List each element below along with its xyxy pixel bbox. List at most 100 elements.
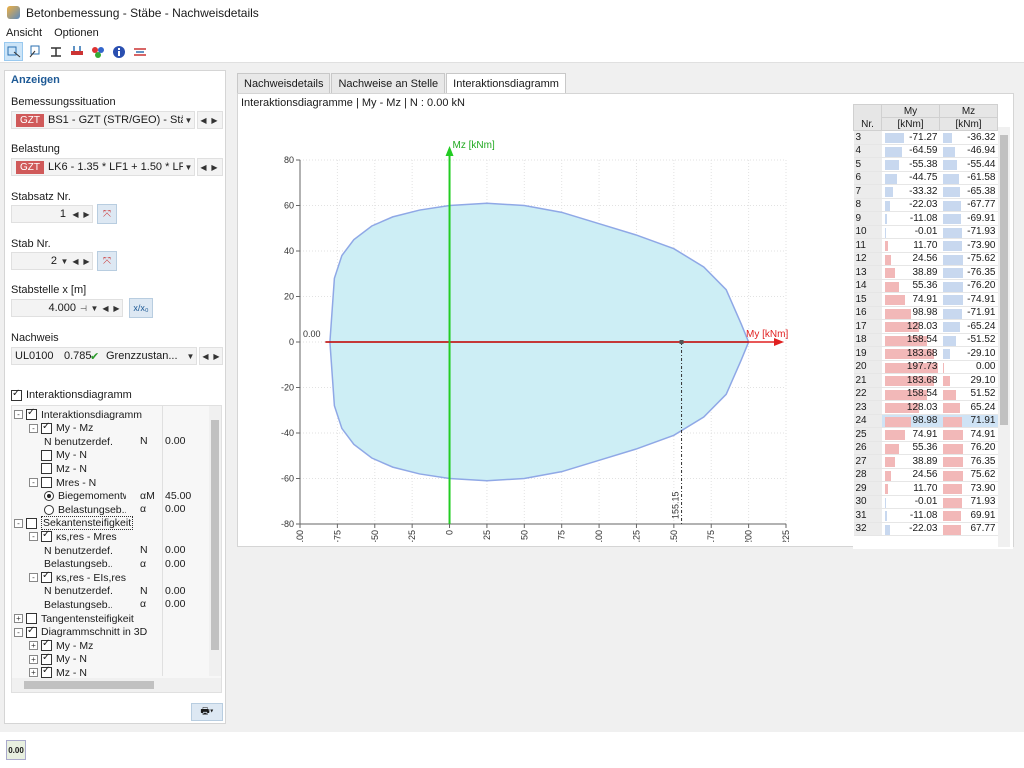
pick-member-icon[interactable]: ⤧ [97, 204, 117, 224]
tree-row[interactable]: - Interaktionsdiagramm [14, 407, 142, 421]
tree-checkbox[interactable] [41, 529, 52, 543]
tree-row[interactable]: + Tangentensteifigkeit [14, 612, 134, 625]
collapse-icon[interactable]: - [14, 627, 23, 637]
tree-checkbox[interactable] [41, 421, 52, 434]
table-row[interactable]: 12 24.56 -75.62 [853, 252, 998, 266]
info-icon[interactable] [109, 42, 128, 61]
next-icon[interactable]: ▶ [211, 115, 218, 125]
table-row[interactable]: 9 -11.08 -69.91 [853, 211, 998, 226]
tab-nachweisdetails[interactable]: Nachweisdetails [237, 73, 331, 93]
prev-icon[interactable]: ◀ [202, 351, 209, 361]
tree-row[interactable]: - κs,res - Mres [29, 529, 117, 543]
tree-checkbox[interactable] [26, 625, 37, 638]
bemessung-dropdown[interactable]: GZT BS1 - GZT (STR/GEO) - Ständig... ▼ [11, 111, 195, 129]
tab-interaktionsdiagramm[interactable]: Interaktionsdiagramm [446, 73, 566, 93]
menu-optionen[interactable]: Optionen [54, 27, 99, 39]
table-row[interactable]: 10 -0.01 -71.93 [853, 225, 998, 239]
nachweis-dropdown[interactable]: UL0100 0.785 ✔ Grenzzustan... ▼ [11, 347, 197, 365]
prev-icon[interactable]: ◀ [102, 303, 109, 313]
expand-icon[interactable]: + [29, 654, 38, 664]
tree-value[interactable]: 0.00 [165, 584, 186, 597]
collapse-icon[interactable]: - [14, 410, 23, 419]
tree-row[interactable]: N benutzerdef... [44, 544, 112, 557]
chevron-down-icon[interactable]: ▼ [186, 351, 195, 361]
table-row[interactable]: 26 55.36 76.20 [853, 441, 998, 455]
tree-value[interactable]: 0.00 [165, 503, 186, 516]
table-row[interactable]: 20 197.73 0.00 [853, 360, 998, 374]
table-row[interactable]: 22 158.54 51.52 [853, 387, 998, 401]
tree-row[interactable]: + My - N [29, 652, 87, 666]
load-icon[interactable] [67, 42, 86, 61]
prev-icon[interactable]: ◀ [200, 162, 207, 172]
menu-ansicht[interactable]: Ansicht [6, 27, 43, 39]
table-row[interactable]: 29 11.70 73.90 [853, 481, 998, 496]
tree-row[interactable]: + Mz - N [29, 665, 87, 679]
tree-checkbox[interactable] [26, 517, 37, 529]
colors-icon[interactable] [88, 42, 107, 61]
chevron-down-icon[interactable]: ▼ [90, 303, 99, 313]
next-icon[interactable]: ▶ [83, 209, 90, 219]
tree-row[interactable]: N benutzerdef... [44, 585, 112, 598]
interaction-chart[interactable]: -100 -75 -50 -25 0 25 50 75 100 125 150 175 200 225-8… [238, 112, 853, 542]
tree-checkbox[interactable] [26, 407, 37, 420]
location-icon[interactable]: ⊣ [80, 303, 87, 313]
tree-checkbox[interactable] [41, 665, 52, 679]
diagram-settings-icon[interactable] [130, 42, 149, 61]
table-row[interactable]: 19 183.68 -29.10 [853, 346, 998, 361]
relative-x-button[interactable]: x/x₀ [129, 298, 153, 318]
table-row[interactable]: 18 158.54 -51.52 [853, 333, 998, 347]
tab-nachweise-an-stelle[interactable]: Nachweise an Stelle [331, 73, 446, 93]
table-row[interactable]: 13 38.89 -76.35 [853, 265, 998, 280]
tree-row[interactable]: Belastungseb... [44, 558, 112, 571]
table-row[interactable]: 32 -22.03 67.77 [853, 522, 998, 536]
table-row[interactable]: 3 -71.27 -36.32 [853, 130, 998, 145]
table-row[interactable]: 24 98.98 71.91 [853, 414, 998, 428]
expand-icon[interactable]: + [14, 614, 23, 623]
tree-checkbox[interactable] [41, 652, 52, 665]
belastung-dropdown[interactable]: GZT LK6 - 1.35 * LF1 + 1.50 * LF3 ▼ [11, 158, 195, 176]
table-row[interactable]: 11 11.70 -73.90 [853, 238, 998, 253]
tree-row[interactable]: Belastungseb... [44, 503, 126, 516]
tree-checkbox[interactable] [41, 570, 52, 584]
next-icon[interactable]: ▶ [213, 351, 220, 361]
tree-checkbox[interactable] [41, 463, 52, 475]
print-icon[interactable]: 🖶▾ [191, 703, 223, 721]
collapse-icon[interactable]: - [29, 478, 38, 487]
tree-row[interactable]: My - N [29, 449, 87, 462]
collapse-icon[interactable]: - [29, 532, 38, 542]
chevron-down-icon[interactable]: ▼ [184, 115, 193, 125]
collapse-icon[interactable]: - [29, 423, 38, 433]
table-row[interactable]: 23 128.03 65.24 [853, 400, 998, 415]
next-icon[interactable]: ▶ [211, 162, 218, 172]
interaktion-toggle[interactable]: Interaktionsdiagramm [11, 388, 132, 401]
tree-checkbox[interactable] [26, 613, 37, 624]
tree-row[interactable]: N benutzerdef... [44, 435, 112, 448]
tree-value[interactable]: 0.00 [165, 544, 186, 556]
chevron-down-icon[interactable]: ▼ [60, 256, 69, 266]
tree-row[interactable]: + My - Mz [29, 638, 93, 652]
tree-radio[interactable] [44, 504, 54, 515]
table-row[interactable]: 27 38.89 76.35 [853, 454, 998, 469]
stab-spinner[interactable]: 2 ▼ ◀ ▶ [11, 252, 93, 270]
collapse-icon[interactable]: - [29, 573, 38, 583]
table-row[interactable]: 17 128.03 -65.24 [853, 319, 998, 334]
table-row[interactable]: 5 -55.38 -55.44 [853, 157, 998, 172]
tree-checkbox[interactable] [41, 477, 52, 488]
chevron-down-icon[interactable]: ▼ [184, 162, 193, 172]
tree-row[interactable]: - My - Mz [29, 421, 93, 435]
tree-row[interactable]: Mz - N [29, 462, 87, 475]
tree-value[interactable]: 45.00 [165, 489, 192, 502]
tree-checkbox[interactable] [41, 449, 52, 461]
expand-icon[interactable]: + [29, 668, 38, 678]
table-row[interactable]: 15 74.91 -74.91 [853, 292, 998, 307]
section-icon[interactable] [46, 42, 65, 61]
table-row[interactable]: 31 -11.08 69.91 [853, 508, 998, 523]
table-row[interactable]: 28 24.56 75.62 [853, 468, 998, 482]
tree-vscroll[interactable] [209, 406, 221, 676]
table-row[interactable]: 4 -64.59 -46.94 [853, 144, 998, 158]
tree-row[interactable]: - Mres - N [29, 476, 96, 489]
prev-icon[interactable]: ◀ [72, 256, 79, 266]
stabsatz-spinner[interactable]: 1 ◀ ▶ [11, 205, 93, 223]
expand-icon[interactable]: + [29, 641, 38, 651]
tree-row[interactable]: - κs,res - EIs,res [29, 570, 126, 584]
